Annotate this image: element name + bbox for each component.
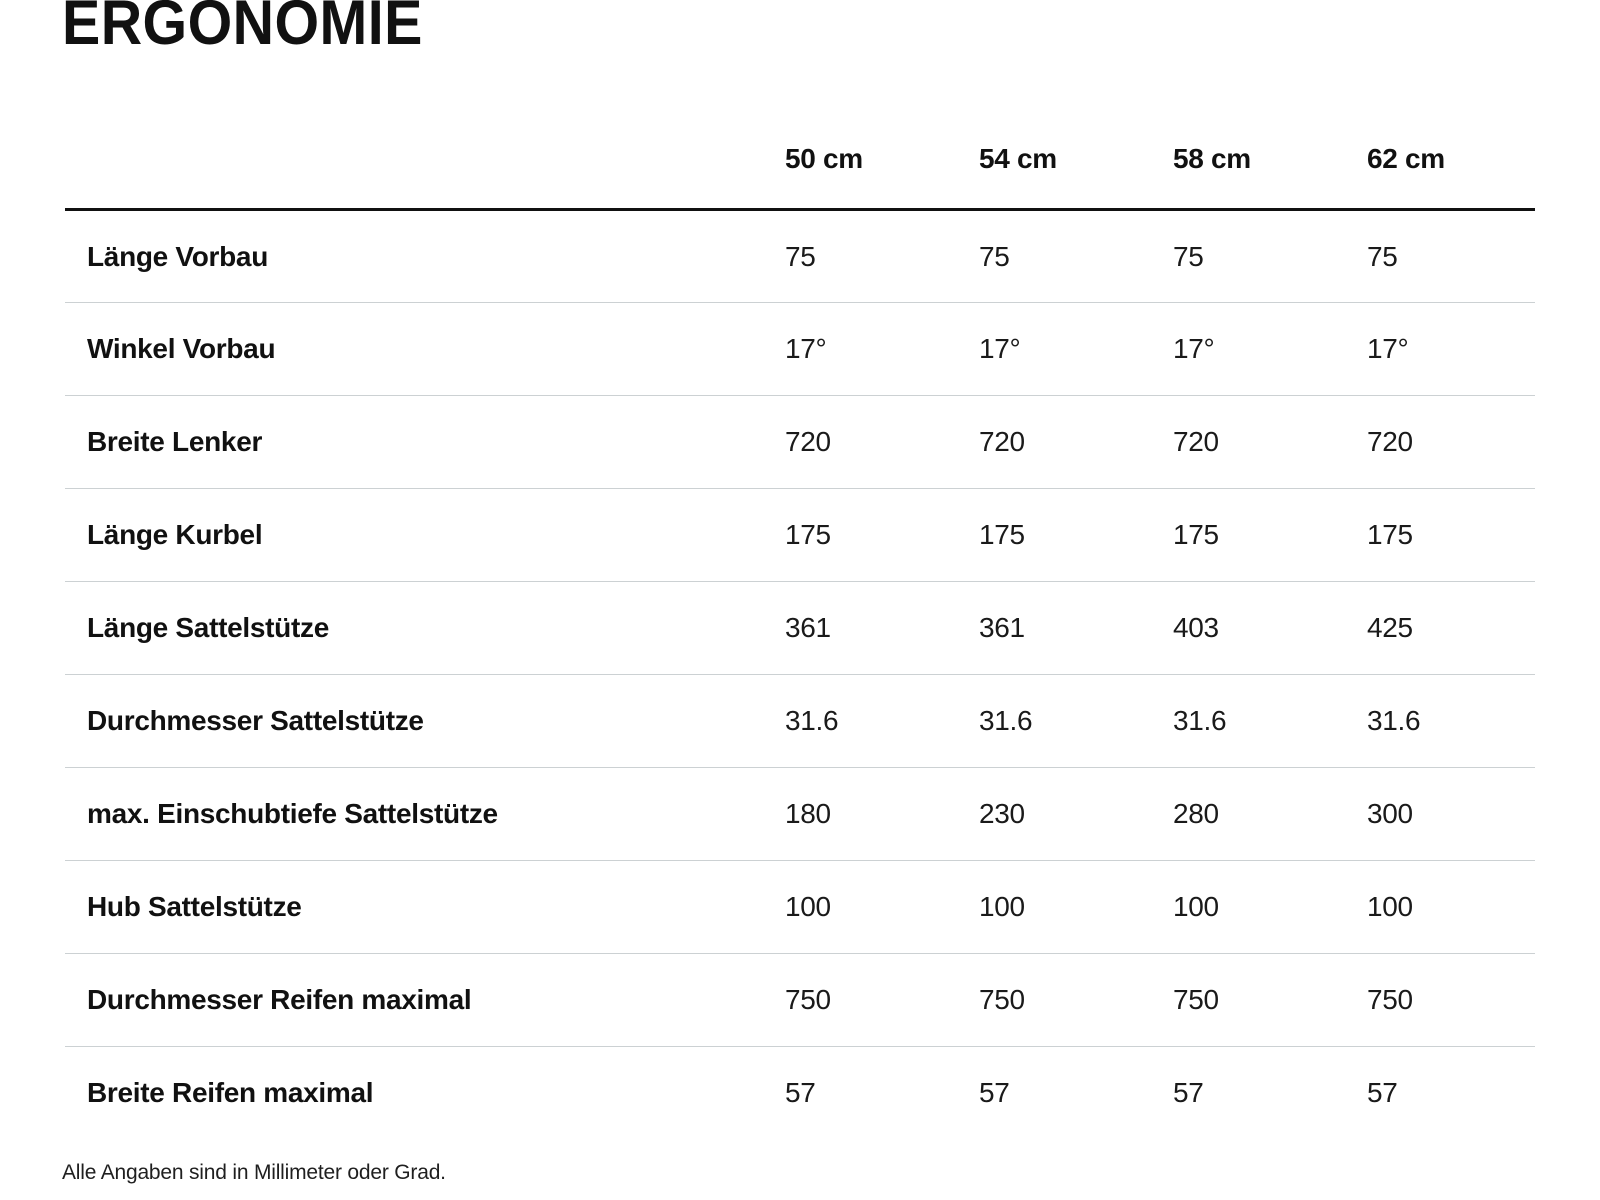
cell-value: 17° xyxy=(785,302,979,396)
cell-value: 300 xyxy=(1367,767,1535,861)
cell-value: 31.6 xyxy=(979,674,1173,768)
cell-value: 100 xyxy=(1367,860,1535,954)
cell-value: 175 xyxy=(979,488,1173,582)
cell-value: 75 xyxy=(979,209,1173,303)
cell-value: 720 xyxy=(785,395,979,489)
table-row: max. Einschubtiefe Sattelstütze 180 230 … xyxy=(65,767,1535,861)
cell-value: 17° xyxy=(1367,302,1535,396)
table-row: Durchmesser Sattelstütze 31.6 31.6 31.6 … xyxy=(65,674,1535,768)
cell-value: 100 xyxy=(1173,860,1367,954)
cell-value: 280 xyxy=(1173,767,1367,861)
table-row: Länge Vorbau 75 75 75 75 xyxy=(65,209,1535,303)
size-column-header-50cm: 50 cm xyxy=(785,145,979,211)
size-column-header-58cm: 58 cm xyxy=(1173,145,1367,211)
cell-value: 31.6 xyxy=(1367,674,1535,768)
cell-value: 75 xyxy=(1173,209,1367,303)
cell-value: 100 xyxy=(979,860,1173,954)
table-row: Länge Sattelstütze 361 361 403 425 xyxy=(65,581,1535,675)
cell-value: 425 xyxy=(1367,581,1535,675)
cell-value: 17° xyxy=(979,302,1173,396)
units-footnote: Alle Angaben sind in Millimeter oder Gra… xyxy=(62,1160,446,1184)
cell-value: 361 xyxy=(785,581,979,675)
cell-value: 31.6 xyxy=(1173,674,1367,768)
cell-value: 31.6 xyxy=(785,674,979,768)
table-header-row: 50 cm 54 cm 58 cm 62 cm xyxy=(65,145,1535,211)
cell-value: 720 xyxy=(1173,395,1367,489)
cell-value: 100 xyxy=(785,860,979,954)
cell-value: 403 xyxy=(1173,581,1367,675)
cell-value: 57 xyxy=(785,1077,816,1109)
row-label: Länge Sattelstütze xyxy=(65,581,785,675)
ergonomie-table: 50 cm 54 cm 58 cm 62 cm Länge Vorbau 75 … xyxy=(65,145,1535,1140)
row-label: Länge Vorbau xyxy=(65,209,785,303)
row-label: Länge Kurbel xyxy=(65,488,785,582)
cell-value: 57 xyxy=(1173,1077,1204,1109)
cell-value: 57 xyxy=(979,1077,1010,1109)
cell-value: 175 xyxy=(785,488,979,582)
cell-value: 175 xyxy=(1367,488,1535,582)
cell-value: 17° xyxy=(1173,302,1367,396)
row-label: Breite Reifen maximal xyxy=(87,1077,374,1109)
cell-value: 230 xyxy=(979,767,1173,861)
table-row: Winkel Vorbau 17° 17° 17° 17° xyxy=(65,302,1535,396)
row-label: Winkel Vorbau xyxy=(65,302,785,396)
table-row: Durchmesser Reifen maximal 750 750 750 7… xyxy=(65,953,1535,1047)
cell-value: 720 xyxy=(1367,395,1535,489)
table-row: Hub Sattelstütze 100 100 100 100 xyxy=(65,860,1535,954)
cell-value: 750 xyxy=(785,953,979,1047)
cell-value: 750 xyxy=(1367,953,1535,1047)
cell-value: 361 xyxy=(979,581,1173,675)
table-row: Länge Kurbel 175 175 175 175 xyxy=(65,488,1535,582)
cell-value: 750 xyxy=(1173,953,1367,1047)
cell-value: 57 xyxy=(1367,1077,1398,1109)
cell-value: 720 xyxy=(979,395,1173,489)
row-label: Breite Lenker xyxy=(65,395,785,489)
row-label: Durchmesser Sattelstütze xyxy=(65,674,785,768)
cell-value: 180 xyxy=(785,767,979,861)
page-title: ERGONOMIE xyxy=(62,0,423,58)
row-label: max. Einschubtiefe Sattelstütze xyxy=(65,767,785,861)
corner-cell xyxy=(65,145,785,211)
cell-value: 175 xyxy=(1173,488,1367,582)
size-column-header-62cm: 62 cm xyxy=(1367,145,1535,211)
cell-value: 750 xyxy=(979,953,1173,1047)
row-label: Durchmesser Reifen maximal xyxy=(65,953,785,1047)
cell-value: 75 xyxy=(1367,209,1535,303)
size-column-header-54cm: 54 cm xyxy=(979,145,1173,211)
table-row: Breite Lenker 720 720 720 720 xyxy=(65,395,1535,489)
cell-value: 75 xyxy=(785,209,979,303)
table-row: Breite Reifen maximal 57 57 57 57 xyxy=(65,1047,1535,1140)
row-label: Hub Sattelstütze xyxy=(65,860,785,954)
